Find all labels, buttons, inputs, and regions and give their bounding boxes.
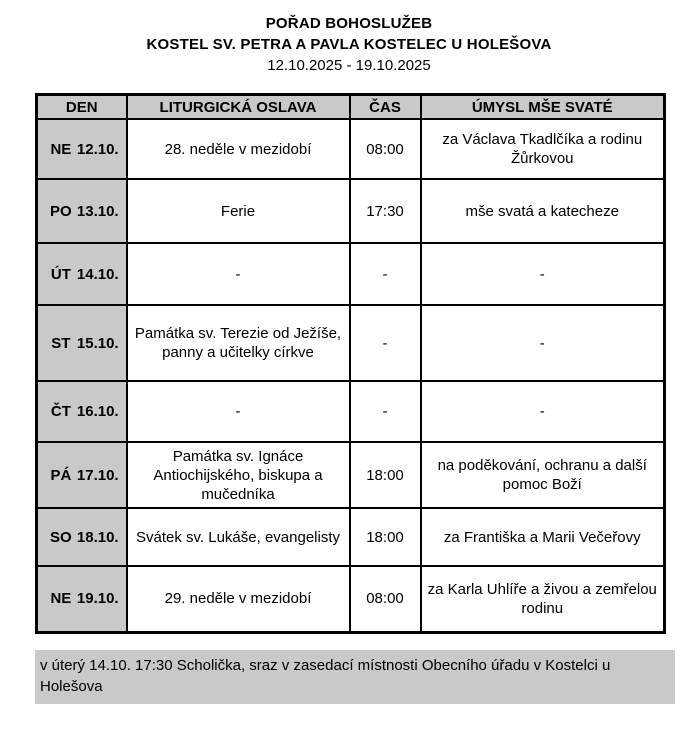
schedule-table: DEN LITURGICKÁ OSLAVA ČAS ÚMYSL MŠE SVAT…: [35, 93, 666, 634]
table-row: ČT 16.10. - - -: [35, 380, 666, 443]
column-header-umysl-mse-svate: ÚMYSL MŠE SVATÉ: [419, 93, 666, 120]
day-date: 12.10.: [76, 140, 119, 158]
celebration-cell: 29. neděle v mezidobí: [125, 565, 351, 633]
table-row: PÁ 17.10. Památka sv. Ignáce Antiochijské…: [35, 441, 666, 509]
day-cell: NE 19.10.: [35, 565, 128, 633]
time-cell: 18:00: [348, 507, 422, 567]
day-abbreviation: SO: [50, 528, 72, 546]
day-cell: SO 18.10.: [35, 507, 128, 567]
day-cell: PÁ 17.10.: [35, 441, 128, 509]
page-title: POŘAD BOHOSLUŽEB: [265, 15, 433, 32]
intention-cell: za Karla Uhlíře a živou a zemřelou rodin…: [419, 565, 666, 633]
table-row: NE 12.10. 28. neděle v mezidobí 08:00 za …: [35, 118, 666, 180]
day-date: 17.10.: [76, 466, 119, 484]
date-range: 12.10.2025 - 19.10.2025: [267, 57, 431, 74]
day-date: 15.10.: [76, 334, 119, 352]
celebration-cell: 28. neděle v mezidobí: [125, 118, 351, 180]
table-row: NE 19.10. 29. neděle v mezidobí 08:00 za …: [35, 565, 666, 633]
table-row: ÚT 14.10. - - -: [35, 242, 666, 306]
day-abbreviation: PO: [50, 202, 72, 220]
celebration-cell: Svátek sv. Lukáše, evangelisty: [125, 507, 351, 567]
day-abbreviation: NE: [50, 590, 72, 608]
day-cell: PO 13.10.: [35, 178, 128, 244]
intention-cell: za Františka a Marii Večeřovy: [419, 507, 666, 567]
column-header-cas: ČAS: [348, 93, 422, 120]
time-cell: 18:00: [348, 441, 422, 509]
day-cell: ČT 16.10.: [35, 380, 128, 443]
celebration-cell: Ferie: [125, 178, 351, 244]
time-cell: 08:00: [348, 118, 422, 180]
day-abbreviation: ČT: [50, 403, 71, 420]
document-header: POŘAD BOHOSLUŽEB KOSTEL SV. PETRA A PAVL…: [0, 0, 698, 76]
table-row: SO 18.10. Svátek sv. Lukáše, evangelisty …: [35, 507, 666, 567]
intention-cell: -: [419, 304, 666, 382]
footer-note: v úterý 14.10. 17:30 Scholička, sraz v z…: [35, 649, 675, 704]
day-date: 18.10.: [76, 528, 119, 546]
time-cell: 08:00: [348, 565, 422, 633]
day-abbreviation: NE: [50, 140, 72, 158]
table-header-row: DEN LITURGICKÁ OSLAVA ČAS ÚMYSL MŠE SVAT…: [35, 93, 666, 120]
table-row: PO 13.10. Ferie 17:30 mše svatá a kateche…: [35, 178, 666, 244]
time-cell: -: [348, 242, 422, 306]
intention-cell: -: [419, 242, 666, 306]
column-header-den: DEN: [35, 93, 128, 120]
day-date: 14.10.: [76, 265, 119, 283]
time-cell: 17:30: [348, 178, 422, 244]
day-abbreviation: ÚT: [50, 265, 71, 283]
day-abbreviation: PÁ: [50, 466, 72, 484]
day-date: 13.10.: [76, 202, 119, 220]
intention-cell: mše svatá a katecheze: [419, 178, 666, 244]
page-subtitle: KOSTEL SV. PETRA A PAVLA KOSTELEC U HOLE…: [146, 36, 552, 53]
table-row: ST 15.10. Památka sv. Terezie od Ježíše, …: [35, 304, 666, 382]
time-cell: -: [348, 380, 422, 443]
celebration-cell: -: [125, 242, 351, 306]
day-date: 19.10.: [76, 590, 119, 608]
column-header-liturgicka-oslava: LITURGICKÁ OSLAVA: [125, 93, 351, 120]
day-cell: ÚT 14.10.: [35, 242, 128, 306]
day-abbreviation: ST: [51, 334, 71, 352]
celebration-cell: Památka sv. Terezie od Ježíše, panny a u…: [125, 304, 351, 382]
celebration-cell: Památka sv. Ignáce Antiochijského, bisku…: [125, 441, 351, 509]
intention-cell: -: [419, 380, 666, 443]
intention-cell: za Václava Tkadlčíka a rodinu Žůrkovou: [419, 118, 666, 180]
intention-cell: na poděkování, ochranu a další pomoc Bož…: [419, 441, 666, 509]
celebration-cell: -: [125, 380, 351, 443]
day-cell: ST 15.10.: [35, 304, 128, 382]
day-cell: NE 12.10.: [35, 118, 128, 180]
time-cell: -: [348, 304, 422, 382]
day-date: 16.10.: [76, 403, 119, 420]
